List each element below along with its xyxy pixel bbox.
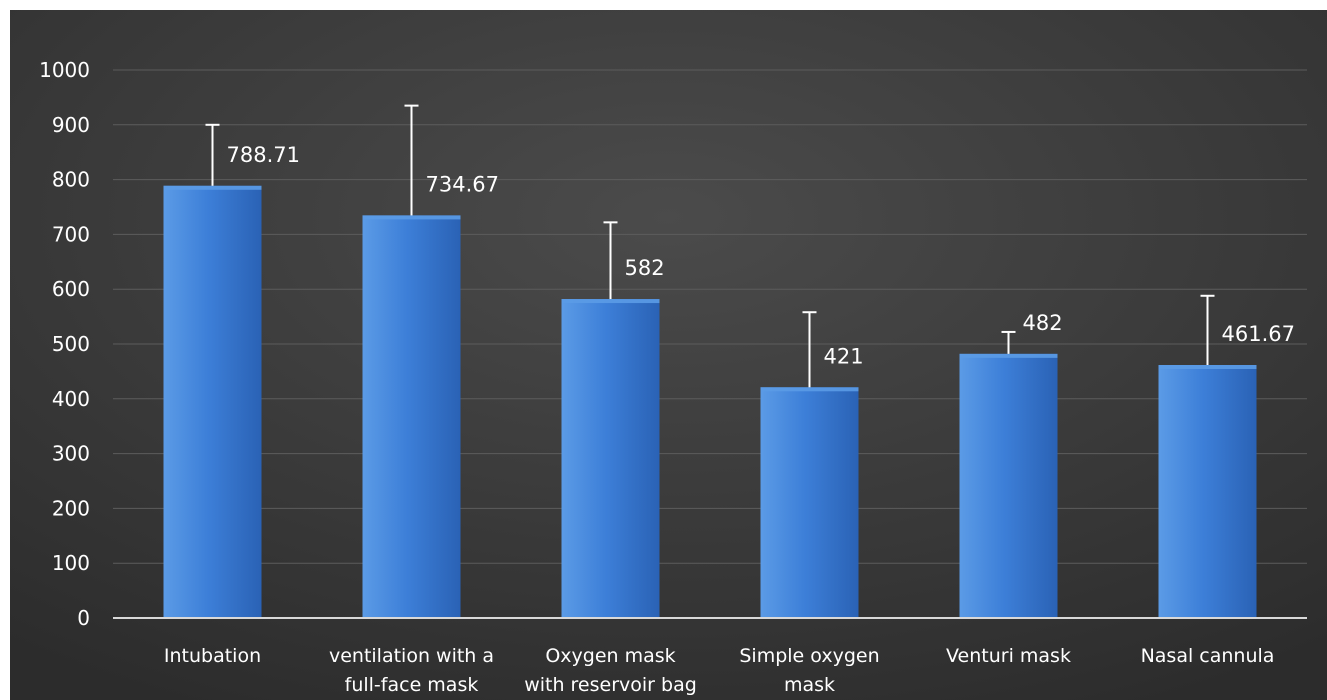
x-tick-label: Intubation	[164, 645, 261, 667]
y-tick-label: 100	[52, 551, 90, 575]
y-tick-label: 1000	[39, 58, 90, 82]
y-axis-ticks: 0 100 200 300 400 500 600 700 800 900 1000	[39, 58, 90, 630]
x-tick-label: Nasal cannula	[1141, 645, 1275, 667]
data-label: 734.67	[426, 172, 499, 196]
bars	[163, 185, 1257, 619]
bar	[163, 185, 262, 618]
gridlines	[113, 69, 1307, 564]
x-tick-label: ventilation with a full-face mask	[329, 645, 494, 696]
bar-top-highlight	[760, 387, 859, 392]
x-axis-categories: Intubation ventilation with a full-face ma…	[164, 645, 1275, 696]
chart-container: 0 100 200 300 400 500 600 700 800 900 1000 788.71 7…	[10, 10, 1327, 700]
y-tick-label: 200	[52, 496, 90, 520]
error-bars	[205, 104, 1215, 388]
bar-top-highlight	[362, 215, 461, 220]
bar-top-highlight	[1158, 365, 1257, 370]
y-tick-label: 400	[52, 387, 90, 411]
bar	[959, 353, 1058, 618]
y-tick-label: 900	[52, 113, 90, 137]
bar-top-highlight	[163, 185, 262, 190]
x-tick-label: Venturi mask	[946, 645, 1071, 667]
bar-top-highlight	[561, 299, 660, 304]
y-tick-label: 0	[77, 606, 90, 630]
y-tick-label: 800	[52, 168, 90, 192]
bar	[561, 299, 660, 618]
data-label: 482	[1023, 311, 1063, 335]
data-label: 582	[625, 256, 665, 280]
bar	[760, 387, 859, 618]
data-label: 788.71	[227, 143, 300, 167]
y-tick-label: 500	[52, 332, 90, 356]
y-tick-label: 600	[52, 277, 90, 301]
bar	[1158, 365, 1257, 618]
y-tick-label: 300	[52, 442, 90, 466]
y-tick-label: 700	[52, 222, 90, 246]
bar	[362, 215, 461, 619]
data-labels: 788.71 734.67 582 421 482 461.67	[227, 143, 1295, 369]
data-label: 421	[824, 344, 864, 368]
x-tick-label: Oxygen mask with reservoir bag	[524, 645, 697, 696]
data-label: 461.67	[1222, 322, 1295, 346]
x-tick-label: Simple oxygen mask	[739, 645, 879, 696]
bar-top-highlight	[959, 353, 1058, 358]
